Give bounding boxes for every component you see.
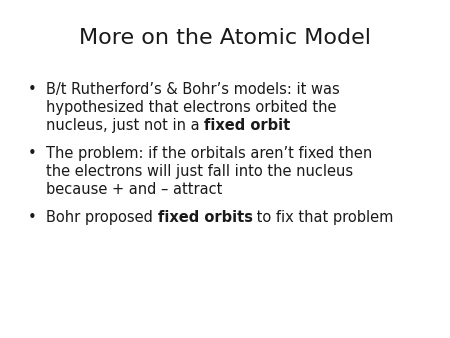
Text: B/t Rutherford’s & Bohr’s models: it was: B/t Rutherford’s & Bohr’s models: it was (46, 82, 340, 97)
Text: the electrons will just fall into the nucleus: the electrons will just fall into the nu… (46, 164, 353, 179)
Text: Bohr proposed: Bohr proposed (46, 210, 158, 225)
Text: hypothesized that electrons orbited the: hypothesized that electrons orbited the (46, 100, 337, 115)
Text: The problem: if the orbitals aren’t fixed then: The problem: if the orbitals aren’t fixe… (46, 146, 372, 161)
Text: fixed orbits: fixed orbits (158, 210, 252, 225)
Text: •: • (28, 146, 37, 161)
Text: to fix that problem: to fix that problem (252, 210, 394, 225)
Text: •: • (28, 210, 37, 225)
Text: nucleus, just not in a: nucleus, just not in a (46, 118, 204, 133)
Text: More on the Atomic Model: More on the Atomic Model (79, 28, 371, 48)
Text: •: • (28, 82, 37, 97)
Text: because + and – attract: because + and – attract (46, 182, 222, 197)
Text: fixed orbit: fixed orbit (204, 118, 291, 133)
